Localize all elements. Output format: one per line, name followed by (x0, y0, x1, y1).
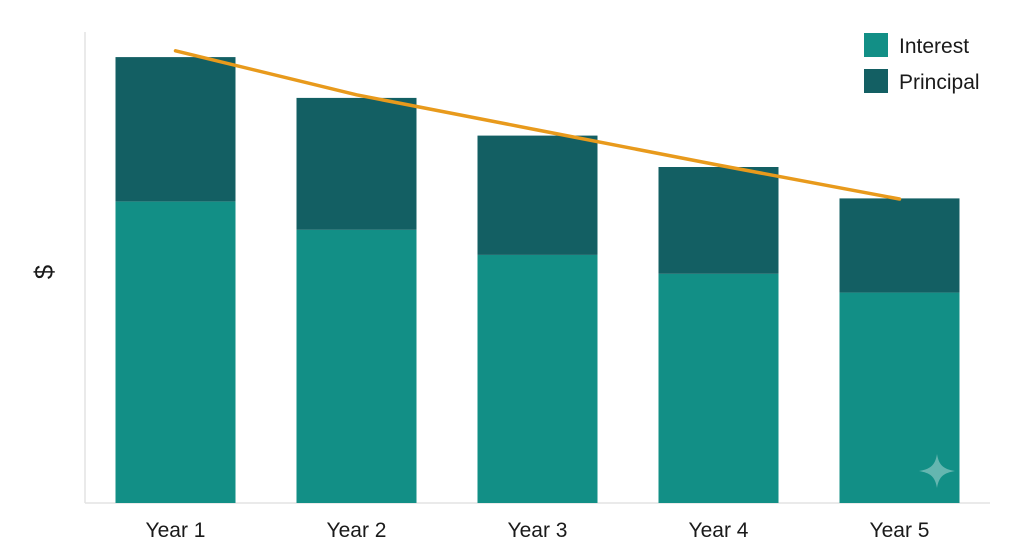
x-tick-label: Year 1 (146, 519, 206, 542)
x-tick-labels: Year 1 Year 2 Year 3 Year 4 Year 5 (146, 519, 930, 542)
legend-label-interest: Interest (899, 35, 969, 58)
legend-swatch-principal (864, 69, 888, 93)
legend-swatch-interest (864, 33, 888, 57)
bar-interest-year-3 (477, 254, 598, 503)
bar-principal-year-1 (115, 57, 236, 202)
trend-line (173, 49, 902, 201)
x-tick-label: Year 2 (327, 519, 387, 542)
bar-principal-year-5 (839, 198, 960, 293)
bar-principal-year-3 (477, 135, 598, 255)
x-tick-label: Year 3 (508, 519, 568, 542)
bar-principal-year-4 (658, 167, 779, 274)
bars-layer (115, 57, 960, 504)
bar-interest-year-4 (658, 273, 779, 503)
x-tick-label: Year 5 (870, 519, 930, 542)
y-axis-label: $ (29, 264, 59, 279)
bar-interest-year-2 (296, 229, 417, 504)
x-tick-label: Year 4 (689, 519, 749, 542)
legend-label-principal: Principal (899, 71, 980, 94)
bar-interest-year-5 (839, 292, 960, 503)
sparkle-watermark-icon (919, 454, 955, 488)
bar-interest-year-1 (115, 201, 236, 503)
bar-principal-year-2 (296, 97, 417, 230)
legend: Interest Principal (864, 33, 980, 94)
